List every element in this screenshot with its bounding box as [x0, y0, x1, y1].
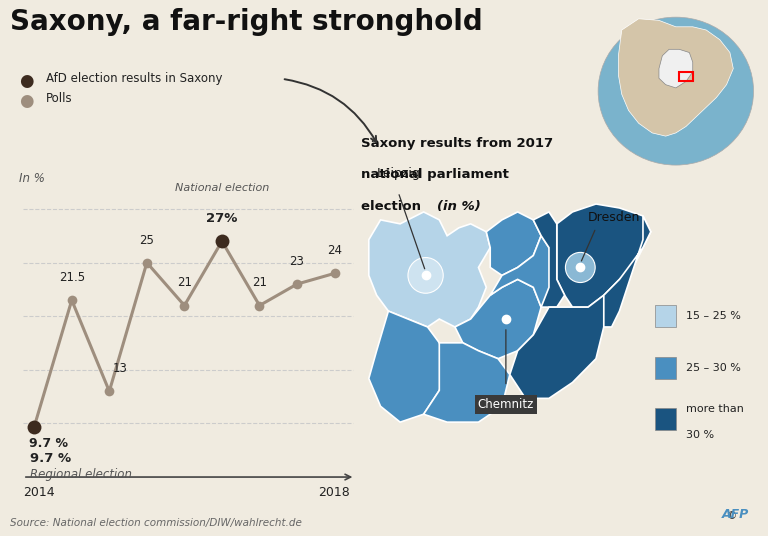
Text: ●: ●	[19, 92, 34, 110]
Bar	[654, 408, 677, 430]
Text: Dresden: Dresden	[588, 211, 641, 224]
Text: 25: 25	[140, 234, 154, 247]
Text: 9.7 %: 9.7 %	[28, 437, 68, 450]
Circle shape	[598, 17, 753, 165]
Polygon shape	[604, 216, 650, 327]
Text: Saxony results from 2017: Saxony results from 2017	[361, 137, 553, 150]
Polygon shape	[510, 295, 604, 398]
Text: Leipzig: Leipzig	[376, 167, 421, 180]
Text: 21.5: 21.5	[58, 271, 84, 284]
Text: 24: 24	[327, 244, 342, 257]
Polygon shape	[618, 19, 733, 136]
Polygon shape	[486, 212, 541, 276]
Text: Chemnitz: Chemnitz	[478, 398, 534, 411]
Bar	[654, 357, 677, 378]
Text: Source: National election commission/DIW/wahlrecht.de: Source: National election commission/DIW…	[10, 518, 302, 528]
Text: AfD election results in Saxony: AfD election results in Saxony	[46, 72, 223, 85]
Polygon shape	[659, 49, 693, 88]
Text: AFP: AFP	[721, 508, 749, 522]
Text: 23: 23	[290, 255, 304, 268]
Text: 21: 21	[177, 277, 192, 289]
Polygon shape	[424, 343, 510, 422]
Text: 30 %: 30 %	[686, 430, 714, 440]
Text: (in %): (in %)	[437, 200, 481, 213]
Text: National election: National election	[175, 183, 269, 193]
Text: ●: ●	[19, 72, 34, 91]
Text: ©: ©	[727, 511, 741, 522]
Polygon shape	[369, 212, 490, 327]
Text: 2018: 2018	[318, 486, 349, 498]
Text: 25 – 30 %: 25 – 30 %	[686, 363, 741, 373]
Text: Regional election: Regional election	[31, 468, 132, 481]
Polygon shape	[369, 311, 447, 422]
Text: 27%: 27%	[207, 212, 237, 225]
Text: election: election	[361, 200, 425, 213]
Bar	[654, 305, 677, 327]
Text: 15 – 25 %: 15 – 25 %	[686, 311, 741, 321]
Circle shape	[408, 258, 443, 293]
Text: 13: 13	[113, 362, 128, 375]
Polygon shape	[557, 204, 650, 307]
Text: 21: 21	[252, 277, 267, 289]
Text: Saxony, a far-right stronghold: Saxony, a far-right stronghold	[10, 8, 483, 36]
Text: Polls: Polls	[46, 92, 73, 105]
Text: more than: more than	[686, 404, 744, 414]
Text: In %: In %	[19, 172, 45, 184]
Polygon shape	[455, 279, 541, 359]
Text: national parliament: national parliament	[361, 168, 509, 181]
Text: 9.7 %: 9.7 %	[31, 452, 71, 465]
Polygon shape	[490, 236, 557, 307]
Bar	[679, 72, 693, 81]
Polygon shape	[533, 212, 564, 307]
Circle shape	[565, 252, 595, 282]
Text: 2014: 2014	[23, 486, 55, 498]
